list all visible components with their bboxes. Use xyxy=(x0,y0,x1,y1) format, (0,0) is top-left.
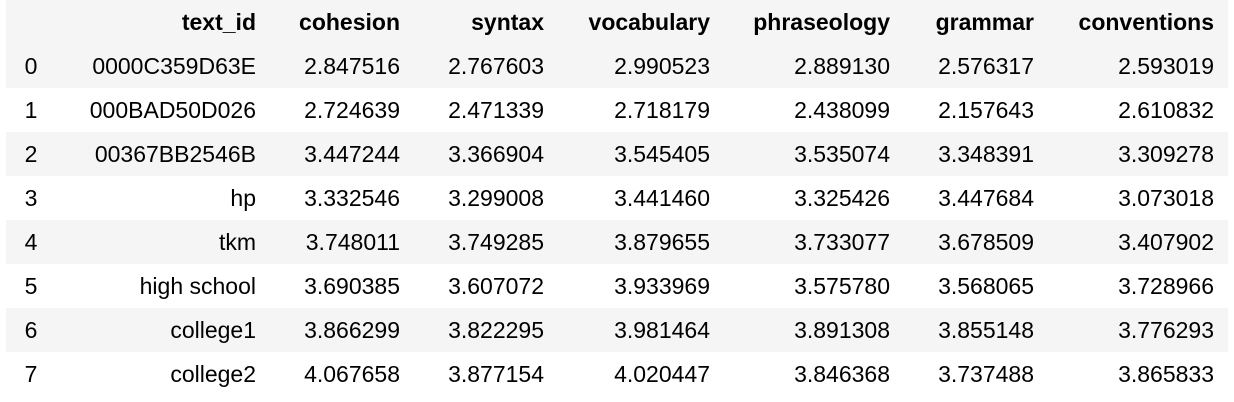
cell-conventions: 3.309278 xyxy=(1118,140,1214,167)
row-index: 7 xyxy=(24,360,38,387)
cell-cohesion: 3.447244 xyxy=(304,140,400,167)
column-header-vocabulary: vocabulary xyxy=(588,8,710,35)
cell-grammar: 3.348391 xyxy=(938,140,1034,167)
row-index: 6 xyxy=(24,316,38,343)
table-row: 6 college1 3.866299 3.822295 3.981464 3.… xyxy=(6,308,1228,352)
cell-vocabulary: 3.879655 xyxy=(614,228,710,255)
cell-phraseology: 2.889130 xyxy=(794,52,890,79)
cell-syntax: 3.877154 xyxy=(448,360,544,387)
table-row: 0 0000C359D63E 2.847516 2.767603 2.99052… xyxy=(6,44,1228,88)
cell-text-id: college1 xyxy=(170,316,256,343)
index-header xyxy=(6,0,56,44)
cell-syntax: 3.299008 xyxy=(448,184,544,211)
cell-grammar: 3.447684 xyxy=(938,184,1034,211)
column-header-grammar: grammar xyxy=(935,8,1034,35)
cell-syntax: 3.749285 xyxy=(448,228,544,255)
cell-vocabulary: 2.990523 xyxy=(614,52,710,79)
table-row: 2 00367BB2546B 3.447244 3.366904 3.54540… xyxy=(6,132,1228,176)
cell-text-id: 000BAD50D026 xyxy=(89,96,256,123)
cell-conventions: 3.407902 xyxy=(1118,228,1214,255)
row-index: 2 xyxy=(24,140,38,167)
row-index: 4 xyxy=(24,228,38,255)
cell-cohesion: 2.724639 xyxy=(304,96,400,123)
cell-vocabulary: 3.933969 xyxy=(614,272,710,299)
cell-phraseology: 3.325426 xyxy=(794,184,890,211)
cell-grammar: 3.855148 xyxy=(938,316,1034,343)
column-header-syntax: syntax xyxy=(471,8,544,35)
cell-text-id: 00367BB2546B xyxy=(94,140,256,167)
cell-text-id: 0000C359D63E xyxy=(92,52,256,79)
cell-conventions: 2.593019 xyxy=(1118,52,1214,79)
cell-text-id: college2 xyxy=(170,360,256,387)
cell-phraseology: 3.575780 xyxy=(794,272,890,299)
row-index: 1 xyxy=(24,96,38,123)
cell-grammar: 2.576317 xyxy=(938,52,1034,79)
cell-phraseology: 3.846368 xyxy=(794,360,890,387)
column-header-conventions: conventions xyxy=(1078,8,1214,35)
cell-phraseology: 3.535074 xyxy=(794,140,890,167)
cell-phraseology: 2.438099 xyxy=(794,96,890,123)
cell-text-id: hp xyxy=(230,184,256,211)
cell-cohesion: 3.332546 xyxy=(304,184,400,211)
table-row: 7 college2 4.067658 3.877154 4.020447 3.… xyxy=(6,352,1228,396)
cell-cohesion: 3.866299 xyxy=(304,316,400,343)
cell-text-id: tkm xyxy=(218,228,256,255)
table-row: 5 high school 3.690385 3.607072 3.933969… xyxy=(6,264,1228,308)
dataframe-table: text_id cohesion syntax vocabulary phras… xyxy=(6,0,1228,396)
cell-grammar: 3.678509 xyxy=(938,228,1034,255)
table-row: 4 tkm 3.748011 3.749285 3.879655 3.73307… xyxy=(6,220,1228,264)
cell-grammar: 2.157643 xyxy=(938,96,1034,123)
cell-cohesion: 3.748011 xyxy=(305,228,400,255)
cell-phraseology: 3.733077 xyxy=(794,228,890,255)
cell-vocabulary: 4.020447 xyxy=(614,360,710,387)
header-row: text_id cohesion syntax vocabulary phras… xyxy=(6,0,1228,44)
cell-syntax: 3.607072 xyxy=(448,272,544,299)
cell-syntax: 3.366904 xyxy=(448,140,544,167)
cell-grammar: 3.737488 xyxy=(938,360,1034,387)
cell-conventions: 3.073018 xyxy=(1118,184,1214,211)
cell-vocabulary: 3.545405 xyxy=(614,140,710,167)
cell-syntax: 3.822295 xyxy=(448,316,544,343)
column-header-cohesion: cohesion xyxy=(299,8,400,35)
cell-phraseology: 3.891308 xyxy=(794,316,890,343)
table-row: 1 000BAD50D026 2.724639 2.471339 2.71817… xyxy=(6,88,1228,132)
cell-cohesion: 3.690385 xyxy=(304,272,400,299)
row-index: 3 xyxy=(24,184,38,211)
cell-syntax: 2.471339 xyxy=(448,96,544,123)
table-row: 3 hp 3.332546 3.299008 3.441460 3.325426… xyxy=(6,176,1228,220)
cell-vocabulary: 3.441460 xyxy=(614,184,710,211)
row-index: 5 xyxy=(24,272,38,299)
cell-vocabulary: 2.718179 xyxy=(614,96,710,123)
column-header-text-id: text_id xyxy=(181,8,256,35)
row-index: 0 xyxy=(24,52,38,79)
cell-conventions: 3.865833 xyxy=(1118,360,1214,387)
cell-cohesion: 2.847516 xyxy=(304,52,400,79)
cell-conventions: 3.728966 xyxy=(1118,272,1214,299)
cell-grammar: 3.568065 xyxy=(938,272,1034,299)
cell-cohesion: 4.067658 xyxy=(304,360,400,387)
cell-vocabulary: 3.981464 xyxy=(614,316,710,343)
cell-syntax: 2.767603 xyxy=(448,52,544,79)
cell-conventions: 2.610832 xyxy=(1118,96,1214,123)
column-header-phraseology: phraseology xyxy=(753,8,890,35)
cell-conventions: 3.776293 xyxy=(1118,316,1214,343)
cell-text-id: high school xyxy=(139,272,256,299)
